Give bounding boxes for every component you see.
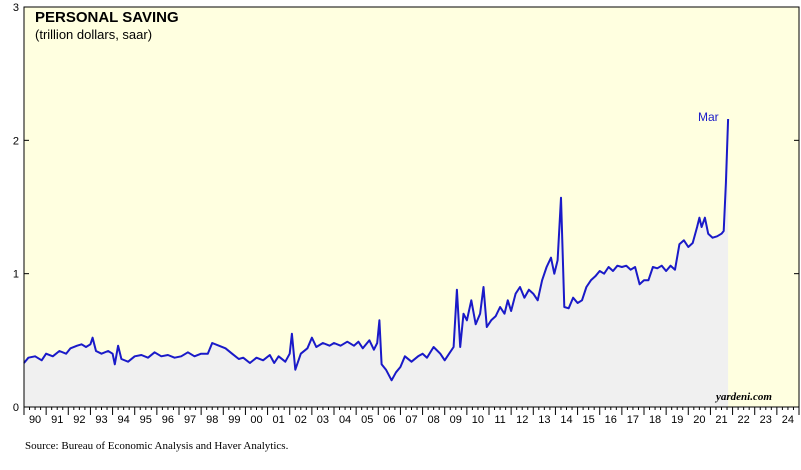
- chart-subtitle: (trillion dollars, saar): [35, 27, 153, 42]
- x-tick-label: 04: [339, 414, 351, 426]
- x-tick-label: 09: [450, 414, 462, 426]
- x-tick-label: 08: [428, 414, 440, 426]
- x-tick-label: 21: [715, 414, 727, 426]
- x-tick-label: 99: [228, 414, 240, 426]
- x-tick-label: 94: [118, 414, 130, 426]
- x-tick-label: 02: [295, 414, 307, 426]
- x-tick-label: 93: [95, 414, 107, 426]
- x-tick-label: 97: [184, 414, 196, 426]
- x-tick-label: 22: [738, 414, 750, 426]
- x-tick-label: 14: [560, 414, 572, 426]
- x-axis: 90 91 92 93 94 95 96 97 98 99 00 01 02 03 04 05 06 07 08 09…: [23, 407, 800, 426]
- y-tick-label: 0: [13, 402, 19, 414]
- x-tick-label: 00: [250, 414, 262, 426]
- x-tick-label: 24: [782, 414, 794, 426]
- x-tick-label: 15: [583, 414, 595, 426]
- area-layer: [24, 119, 729, 407]
- x-tick-label: 20: [693, 414, 705, 426]
- x-tick-label: 91: [51, 414, 63, 426]
- x-tick-label: 05: [361, 414, 373, 426]
- series-area: [24, 119, 729, 407]
- watermark: yardeni.com: [716, 391, 772, 403]
- x-tick-label: 03: [317, 414, 329, 426]
- line-layer: [23, 118, 730, 382]
- y-tick-label: 2: [13, 135, 19, 147]
- x-tick-label: 19: [671, 414, 683, 426]
- x-tick-label: 90: [29, 414, 41, 426]
- x-tick-label: 98: [206, 414, 218, 426]
- x-tick-label: 10: [472, 414, 484, 426]
- source-note: Source: Bureau of Economic Analysis and …: [25, 440, 289, 452]
- x-tick-label: 16: [605, 414, 617, 426]
- x-tick-label: 06: [383, 414, 395, 426]
- x-tick-label: 95: [140, 414, 152, 426]
- end-point-label: Mar: [698, 110, 719, 124]
- x-tick-label: 12: [516, 414, 528, 426]
- y-tick-label: 3: [13, 2, 19, 14]
- x-tick-label: 11: [494, 414, 505, 426]
- x-tick-label: 17: [627, 414, 639, 426]
- x-tick-label: 13: [538, 414, 550, 426]
- x-tick-label: 23: [760, 414, 772, 426]
- x-tick-label: 92: [73, 414, 85, 426]
- x-tick-label: 18: [649, 414, 661, 426]
- y-tick-label: 1: [13, 269, 19, 281]
- series-line: [23, 118, 730, 382]
- x-tick-label: 07: [405, 414, 417, 426]
- chart-title: PERSONAL SAVING: [35, 9, 179, 26]
- x-tick-label: 01: [273, 414, 285, 426]
- y-axis: 0 1 2 3: [13, 2, 799, 414]
- x-tick-label: 96: [162, 414, 174, 426]
